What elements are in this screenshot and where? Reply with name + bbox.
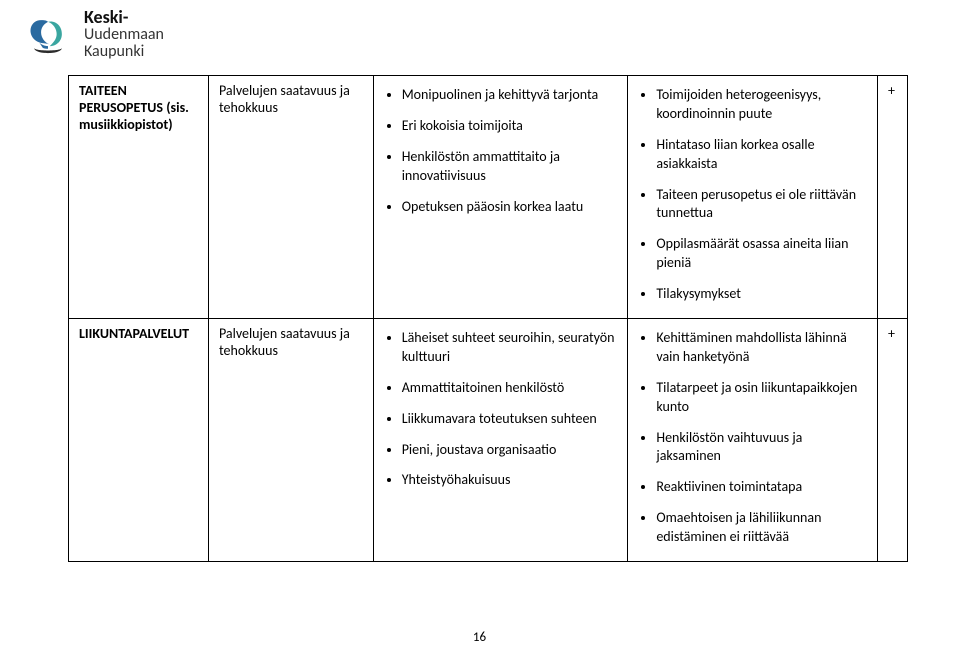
text: PERUSOPETUS (sis.	[79, 99, 189, 116]
plus-mark: +	[888, 82, 895, 99]
list-item: Henkilöstön vaihtuvuus ja jaksaminen	[656, 429, 867, 467]
cell-row1-col4: Toimijoiden heterogeenisyys, koordinoinn…	[628, 76, 878, 319]
cell-row1-col3: Monipuolinen ja kehittyvä tarjonta Eri k…	[373, 76, 628, 319]
list-item: Läheiset suhteet seuroihin, seuratyön ku…	[402, 329, 618, 367]
list-item: Monipuolinen ja kehittyvä tarjonta	[402, 86, 618, 105]
cell-row2-col5: +	[877, 319, 907, 562]
cell-row2-col3: Läheiset suhteet seuroihin, seuratyön ku…	[373, 319, 628, 562]
list-item: Reaktiivinen toimintatapa	[656, 478, 867, 497]
cell-row2-col4: Kehittäminen mahdollista lähinnä vain ha…	[628, 319, 878, 562]
list-item: Liikkumavara toteutuksen suhteen	[402, 410, 618, 429]
logo: Keski- Uudenmaan Kaupunki	[22, 8, 164, 60]
text: musiikkiopistot)	[79, 116, 173, 133]
list-item: Tilatarpeet ja osin liikuntapaikkojen ku…	[656, 379, 867, 417]
list-item: Ammattitaitoinen henkilöstö	[402, 379, 618, 398]
list-item: Taiteen perusopetus ei ole riittävän tun…	[656, 186, 867, 224]
bullet-list: Toimijoiden heterogeenisyys, koordinoinn…	[656, 86, 867, 304]
list-item: Pieni, joustava organisaatio	[402, 441, 618, 460]
list-item: Yhteistyöhakuisuus	[402, 471, 618, 490]
cell-row1-col5: +	[877, 76, 907, 319]
text: LIIKUNTAPALVELUT	[79, 325, 189, 342]
bullet-list: Läheiset suhteet seuroihin, seuratyön ku…	[402, 329, 618, 490]
logo-icon	[22, 8, 74, 60]
list-item: Toimijoiden heterogeenisyys, koordinoinn…	[656, 86, 867, 124]
cell-row1-col2: Palvelujen saatavuus ja tehokkuus	[208, 76, 373, 319]
cell-row1-category: TAITEEN PERUSOPETUS (sis. musiikkiopisto…	[69, 76, 209, 319]
page: Keski- Uudenmaan Kaupunki TAITEEN PERUSO…	[0, 0, 959, 651]
logo-line3: Kaupunki	[84, 44, 164, 61]
text: Palvelujen saatavuus ja tehokkuus	[219, 82, 350, 116]
page-number: 16	[0, 630, 959, 645]
logo-text: Keski- Uudenmaan Kaupunki	[84, 8, 164, 60]
text: TAITEEN	[79, 82, 127, 99]
list-item: Hintataso liian korkea osalle asiakkaist…	[656, 136, 867, 174]
table-row: LIIKUNTAPALVELUT Palvelujen saatavuus ja…	[69, 319, 908, 562]
cell-row2-col2: Palvelujen saatavuus ja tehokkuus	[208, 319, 373, 562]
list-item: Opetuksen pääosin korkea laatu	[402, 198, 618, 217]
content-table: TAITEEN PERUSOPETUS (sis. musiikkiopisto…	[68, 75, 908, 562]
list-item: Kehittäminen mahdollista lähinnä vain ha…	[656, 329, 867, 367]
bullet-list: Monipuolinen ja kehittyvä tarjonta Eri k…	[402, 86, 618, 216]
list-item: Tilakysymykset	[656, 285, 867, 304]
text: Palvelujen saatavuus ja tehokkuus	[219, 325, 350, 359]
bullet-list: Kehittäminen mahdollista lähinnä vain ha…	[656, 329, 867, 547]
table-row: TAITEEN PERUSOPETUS (sis. musiikkiopisto…	[69, 76, 908, 319]
list-item: Eri kokoisia toimijoita	[402, 117, 618, 136]
plus-mark: +	[888, 325, 895, 342]
cell-row2-category: LIIKUNTAPALVELUT	[69, 319, 209, 562]
list-item: Henkilöstön ammattitaito ja innovatiivis…	[402, 148, 618, 186]
list-item: Oppilasmäärät osassa aineita liian pieni…	[656, 235, 867, 273]
list-item: Omaehtoisen ja lähiliikunnan edistäminen…	[656, 509, 867, 547]
